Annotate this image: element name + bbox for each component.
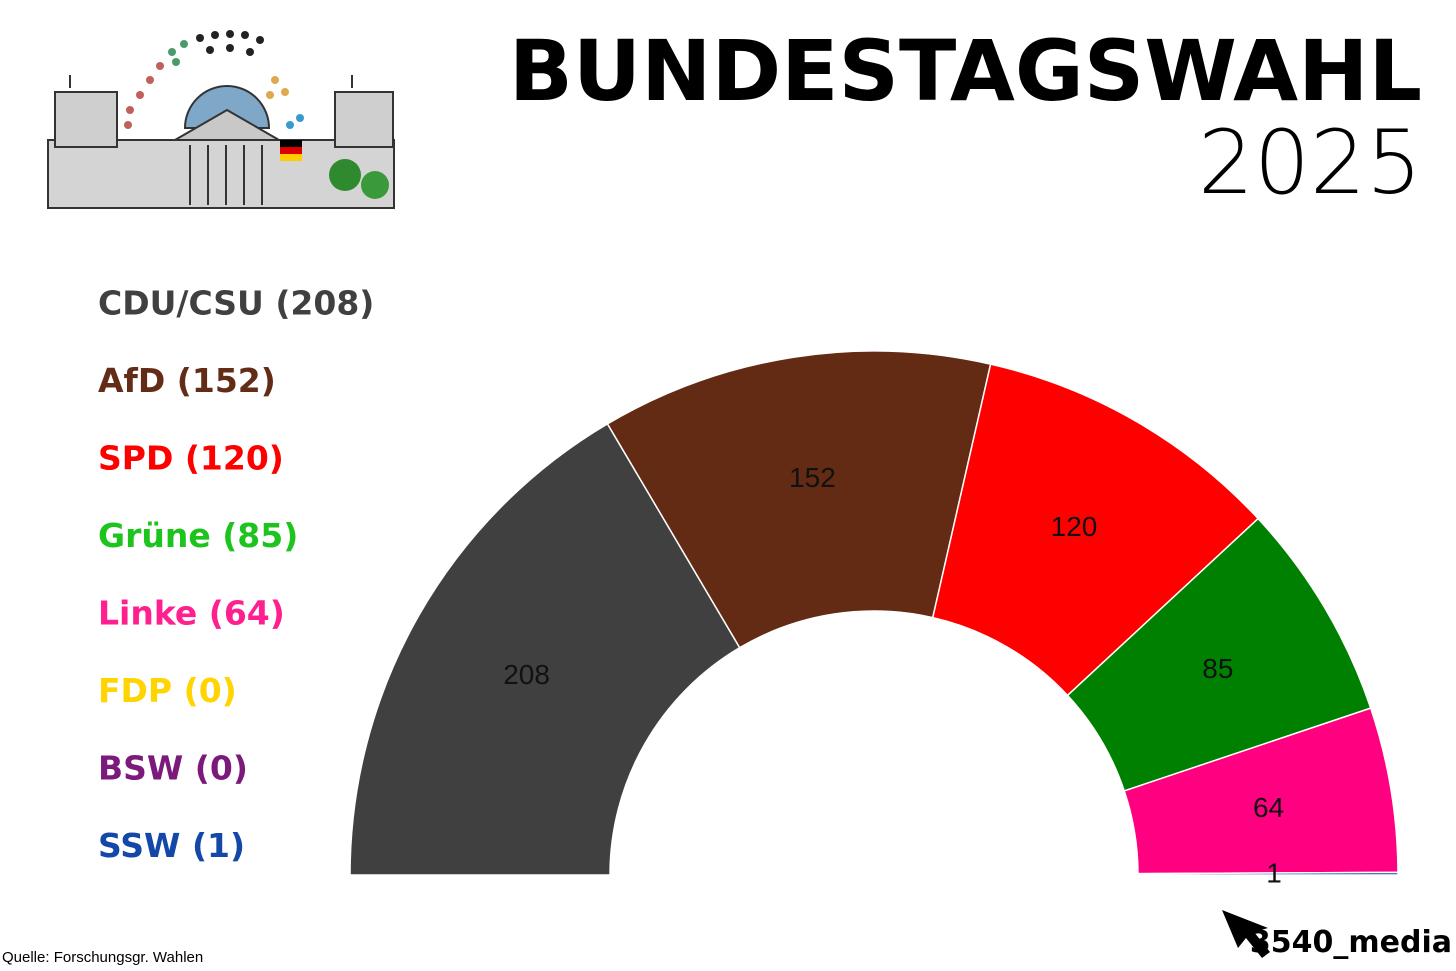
legend-entry: FDP (0)	[98, 671, 237, 710]
segment	[606, 350, 992, 649]
legend-entry: CDU/CSU (208)	[98, 284, 374, 323]
data-label: 120	[1051, 511, 1098, 542]
segments	[349, 350, 1399, 876]
segment	[349, 422, 741, 876]
chart-subtitle: 2025	[1198, 111, 1422, 214]
brand: 3540_media	[1250, 925, 1452, 960]
data-label: 64	[1253, 792, 1284, 823]
chart-title: BUNDESTAGSWAHL	[509, 22, 1422, 120]
legend-entry: SSW (1)	[98, 826, 245, 865]
source: Quelle: Forschungsgr. Wahlen	[2, 949, 203, 966]
legend-entry: Linke (64)	[98, 594, 285, 633]
data-label: 152	[789, 462, 836, 493]
legend-entry: AfD (152)	[98, 361, 276, 400]
segment	[931, 363, 1260, 697]
legend-entry: BSW (0)	[98, 749, 248, 788]
data-label: 85	[1202, 653, 1233, 684]
data-label: 1	[1266, 857, 1282, 888]
brand-arrow	[1222, 910, 1270, 958]
reichstag-illustration	[47, 30, 395, 209]
legend-entry: Grüne (85)	[98, 516, 298, 555]
data-label: 208	[503, 659, 550, 690]
legend-entry: SPD (120)	[98, 439, 284, 478]
segment	[1137, 871, 1399, 876]
